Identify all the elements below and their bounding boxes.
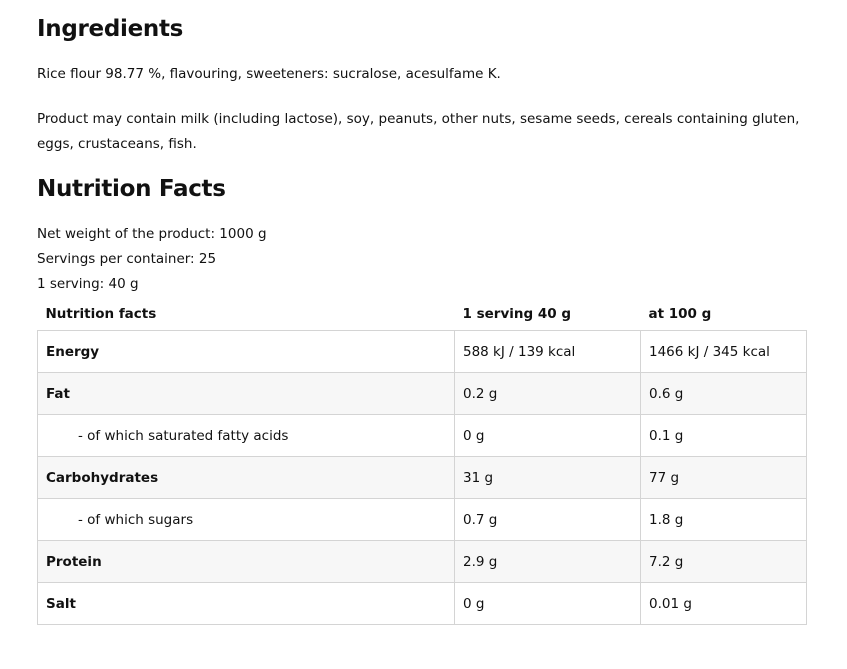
serving-value: 0 g <box>454 414 641 457</box>
nutrition-title: Nutrition Facts <box>37 176 226 202</box>
table-row: - of which saturated fatty acids 0 g 0.1 g <box>37 414 807 457</box>
serving-value: 31 g <box>454 456 641 499</box>
net-weight: Net weight of the product: 1000 g <box>37 226 267 242</box>
per100-value: 0.6 g <box>640 372 807 415</box>
nutrient-name: - of which saturated fatty acids <box>37 414 455 457</box>
per100-value: 0.1 g <box>640 414 807 457</box>
per100-value: 0.01 g <box>640 582 807 625</box>
table-header: Nutrition facts 1 serving 40 g at 100 g <box>38 306 807 331</box>
ingredients-text: Rice flour 98.77 %, flavouring, sweetene… <box>37 66 501 82</box>
table-row: Salt 0 g 0.01 g <box>37 582 807 625</box>
header-serving: 1 serving 40 g <box>462 306 572 322</box>
nutrient-name: Protein <box>37 540 455 583</box>
serving-value: 0 g <box>454 582 641 625</box>
ingredients-title: Ingredients <box>37 16 184 42</box>
per100-value: 7.2 g <box>640 540 807 583</box>
allergens-text: Product may contain milk (including lact… <box>37 111 800 152</box>
per100-value: 1.8 g <box>640 498 807 541</box>
serving-value: 0.2 g <box>454 372 641 415</box>
serving-value: 0.7 g <box>454 498 641 541</box>
per100-value: 77 g <box>640 456 807 499</box>
nutrition-table: Nutrition facts 1 serving 40 g at 100 g … <box>37 306 807 625</box>
nutrient-name: Salt <box>37 582 455 625</box>
table-row: Energy 588 kJ / 139 kcal 1466 kJ / 345 kca… <box>37 330 807 373</box>
serving-size: 1 serving: 40 g <box>37 276 139 292</box>
nutrient-name: Carbohydrates <box>37 456 455 499</box>
table-row: Fat 0.2 g 0.6 g <box>37 372 807 415</box>
nutrient-name: Fat <box>37 372 455 415</box>
header-per100: at 100 g <box>648 306 712 322</box>
nutrient-name: - of which sugars <box>37 498 455 541</box>
nutrient-name: Energy <box>37 330 455 373</box>
serving-value: 588 kJ / 139 kcal <box>454 330 641 373</box>
serving-value: 2.9 g <box>454 540 641 583</box>
table-row: Carbohydrates 31 g 77 g <box>37 456 807 499</box>
per100-value: 1466 kJ / 345 kcal <box>640 330 807 373</box>
header-nutrient: Nutrition facts <box>45 306 157 322</box>
servings-per-container: Servings per container: 25 <box>37 251 217 267</box>
table-row: Protein 2.9 g 7.2 g <box>37 540 807 583</box>
table-row: - of which sugars 0.7 g 1.8 g <box>37 498 807 541</box>
